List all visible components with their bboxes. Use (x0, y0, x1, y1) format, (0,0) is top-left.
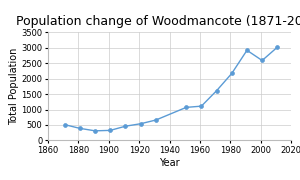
Title: Population change of Woodmancote (1871-2011): Population change of Woodmancote (1871-2… (16, 15, 300, 28)
X-axis label: Year: Year (159, 158, 180, 168)
Y-axis label: Total Population: Total Population (8, 48, 19, 125)
